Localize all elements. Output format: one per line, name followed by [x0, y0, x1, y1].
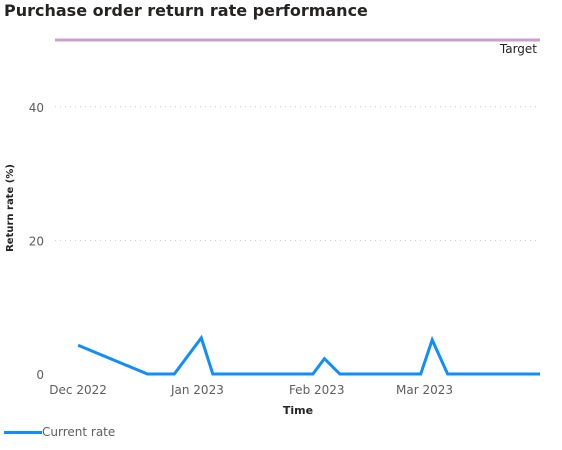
reference-lines: Target	[55, 38, 540, 56]
x-axis-title: Time	[283, 404, 313, 417]
x-axis-ticks: Dec 2022 Jan 2023 Feb 2023 Mar 2023	[49, 383, 453, 397]
y-tick-label: 0	[36, 368, 44, 382]
legend-swatch-current-rate	[4, 430, 42, 434]
x-tick-label: Jan 2023	[170, 383, 224, 397]
y-axis-title: Return rate (%)	[5, 164, 16, 252]
x-tick-label: Feb 2023	[289, 383, 345, 397]
legend-label-current-rate: Current rate	[42, 425, 116, 439]
legend[interactable]: Current rate	[4, 425, 115, 439]
x-tick-label: Mar 2023	[396, 383, 453, 397]
y-axis-ticks: 0 20 40	[29, 101, 44, 382]
series-layer	[77, 334, 540, 376]
gridlines	[55, 106, 540, 241]
target-line-label: Target	[499, 42, 537, 56]
y-tick-label: 40	[29, 101, 44, 115]
x-tick-label: Dec 2022	[49, 383, 107, 397]
y-tick-label: 20	[29, 234, 44, 248]
series-line-current-rate	[77, 334, 540, 376]
chart-title: Purchase order return rate performance	[4, 1, 368, 20]
